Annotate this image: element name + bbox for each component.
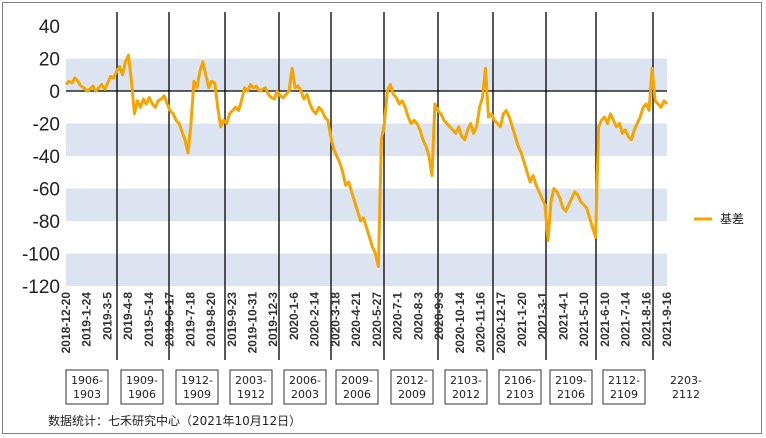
- y-tick-label: -40: [33, 147, 60, 168]
- contract-box: [498, 369, 542, 405]
- y-tick-label: -60: [33, 180, 60, 201]
- contract-label: 2006: [343, 388, 371, 401]
- series-line-basis: [64, 53, 669, 268]
- contract-label: 1909: [183, 388, 211, 401]
- x-tick-label: 2019-9-23: [225, 292, 239, 347]
- x-tick-label: 2019-10-31: [246, 292, 260, 354]
- x-tick-label: 2020-12-17: [494, 292, 508, 354]
- x-tick-label: 2019-7-18: [183, 292, 197, 347]
- y-tick-label: 40: [39, 17, 60, 38]
- x-tick-label: 2020-1-6: [287, 292, 301, 340]
- x-tick-label: 2021-6-10: [598, 292, 612, 347]
- x-tick-label: 2021-9-16: [660, 292, 674, 347]
- contract-box: [549, 369, 593, 405]
- x-tick-label: 2019-4-8: [121, 292, 135, 340]
- contract-label: 2203-: [670, 374, 702, 387]
- contract-label: 2009: [398, 388, 426, 401]
- contract-label: 2012-: [396, 374, 428, 387]
- contract-label: 1903: [73, 388, 101, 401]
- chart-frame: [2, 2, 762, 434]
- contract-label: 2006-: [289, 374, 321, 387]
- contract-label: 2106: [557, 388, 585, 401]
- contract-box: [444, 369, 488, 405]
- legend-label: 基差: [720, 212, 744, 226]
- x-tick-label: 2019-5-14: [142, 292, 156, 347]
- contract-label: 2112: [672, 388, 700, 401]
- contract-box: [335, 369, 379, 405]
- x-tick-label: 2021-7-14: [619, 292, 633, 347]
- y-tick-label: -20: [33, 115, 60, 136]
- x-axis: 2018-12-20 2019-1-24 2019-3-5 2019-4-8 2019-…: [59, 292, 674, 354]
- x-tick-label: 2020-7-1: [391, 292, 405, 340]
- band-1: [66, 123, 667, 156]
- contract-label: 2109-: [555, 374, 587, 387]
- background-bands: [66, 58, 667, 286]
- contract-label: 1906-: [71, 374, 103, 387]
- contract-label: 1906: [128, 388, 156, 401]
- contract-box: [120, 369, 164, 405]
- contract-label: 2003-: [235, 374, 267, 387]
- x-tick-label: 2020-4-21: [349, 292, 363, 347]
- contract-label: 2106-: [504, 374, 536, 387]
- contract-box: [390, 369, 434, 405]
- x-tick-label: 2020-11-16: [473, 292, 487, 353]
- x-tick-label: 2019-3-5: [100, 292, 114, 340]
- x-tick-label: 2019-1-24: [80, 292, 94, 347]
- x-tick-label: 2021-1-20: [515, 292, 529, 347]
- contract-label: 2112-: [608, 374, 640, 387]
- x-tick-label: 2020-9-3: [432, 292, 446, 340]
- x-tick-label: 2021-3-1: [536, 292, 550, 340]
- x-tick-label: 2020-10-14: [453, 292, 467, 354]
- contract-label: 2009-: [341, 374, 373, 387]
- contract-box: [602, 369, 646, 405]
- contract-box: [65, 369, 109, 405]
- source-note: 数据统计：七禾研究中心（2021年10月12日）: [48, 413, 301, 428]
- y-tick-label: 0: [49, 82, 60, 103]
- x-tick-label: 2020-2-14: [308, 292, 322, 347]
- contract-label: 2109: [610, 388, 638, 401]
- x-tick-label: 2021-4-1: [556, 292, 570, 340]
- y-tick-label: -120: [22, 277, 60, 298]
- contract-label: 1909-: [126, 374, 158, 387]
- x-tick-label: 2019-6-17: [163, 292, 177, 347]
- contract-box: [283, 369, 327, 405]
- x-tick-label: 2020-5-27: [370, 292, 384, 347]
- contract-label: 2103: [506, 388, 534, 401]
- band-0: [66, 58, 667, 91]
- band-2: [66, 188, 667, 221]
- contract-label: 1912: [237, 388, 265, 401]
- x-tick-label: 2019-12-3: [266, 292, 280, 347]
- x-tick-label: 2019-8-20: [204, 292, 218, 347]
- x-tick-label: 2020-8-3: [411, 292, 425, 340]
- y-axis: 40 20 0 -20 -40 -60 -80 -100 -120: [22, 17, 60, 298]
- y-tick-label: -80: [33, 212, 60, 233]
- legend: 基差: [694, 212, 744, 226]
- contract-label: 1912-: [181, 374, 213, 387]
- y-tick-label: -100: [22, 245, 60, 266]
- x-tick-label: 2021-5-10: [577, 292, 591, 347]
- contract-box: [229, 369, 273, 405]
- x-tick-label: 2021-8-16: [639, 292, 653, 347]
- contract-labels: 1906-1903 1909-1906 1912-1909 2003-1912 2006…: [65, 369, 702, 405]
- x-tick-label: 2020-3-18: [328, 292, 342, 347]
- band-3: [66, 253, 667, 286]
- contract-box: [175, 369, 219, 405]
- y-tick-label: 20: [39, 50, 60, 71]
- x-tick-label: 2018-12-20: [59, 292, 73, 354]
- contract-label: 2103-: [450, 374, 482, 387]
- contract-label: 2003: [291, 388, 319, 401]
- contract-label: 2012: [452, 388, 480, 401]
